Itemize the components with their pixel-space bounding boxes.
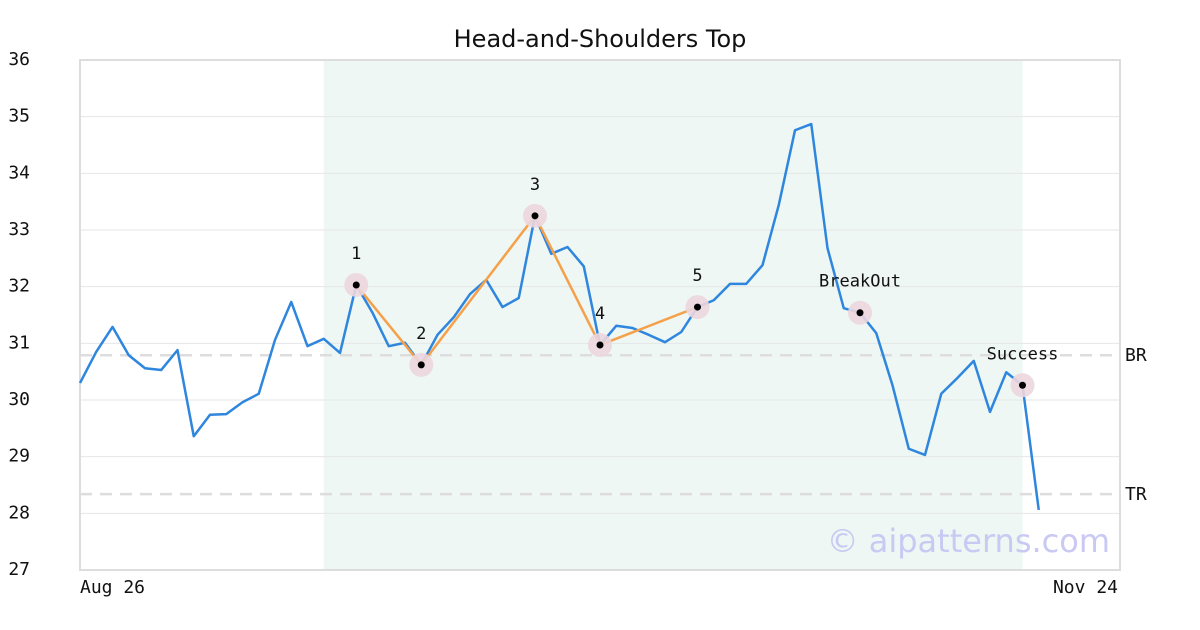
highlight-region <box>323 60 1023 570</box>
x-tick-label: Aug 26 <box>80 577 145 598</box>
reference-label: TR <box>1125 484 1147 505</box>
y-tick-label: 31 <box>8 332 30 353</box>
y-tick-label: 35 <box>8 106 30 127</box>
price-line <box>78 122 1040 511</box>
pattern-point-label: 3 <box>530 175 540 195</box>
y-tick-label: 28 <box>8 502 30 523</box>
watermark: © aipatterns.com <box>827 522 1110 560</box>
signal-point-dot <box>856 309 864 317</box>
signal-point-dot <box>1019 381 1026 389</box>
reference-label: BR <box>1125 345 1147 366</box>
signal-point-label: BreakOut <box>819 272 901 292</box>
pattern-point-dot <box>352 281 360 289</box>
pattern-point-dot <box>531 212 539 220</box>
pattern-point-dot <box>596 341 604 349</box>
y-tick-label: 36 <box>8 49 30 70</box>
y-tick-label: 30 <box>8 389 30 410</box>
y-tick-label: 33 <box>8 219 30 240</box>
chart-title: Head-and-Shoulders Top <box>454 25 747 53</box>
pattern-point-label: 2 <box>416 324 426 344</box>
y-tick-label: 34 <box>8 162 30 183</box>
pattern-point-label: 4 <box>595 304 605 324</box>
y-tick-label: 32 <box>8 276 30 297</box>
pattern-point-dot <box>417 361 425 369</box>
y-tick-label: 29 <box>8 446 30 467</box>
x-tick-label: Nov 24 <box>1053 577 1118 598</box>
plot-frame <box>79 59 1121 571</box>
y-tick-label: 27 <box>8 559 30 580</box>
pattern-point-label: 1 <box>351 244 361 264</box>
pattern-point-label: 5 <box>692 266 702 286</box>
signal-point-label: Success <box>987 344 1059 364</box>
pattern-point-dot <box>694 303 701 311</box>
